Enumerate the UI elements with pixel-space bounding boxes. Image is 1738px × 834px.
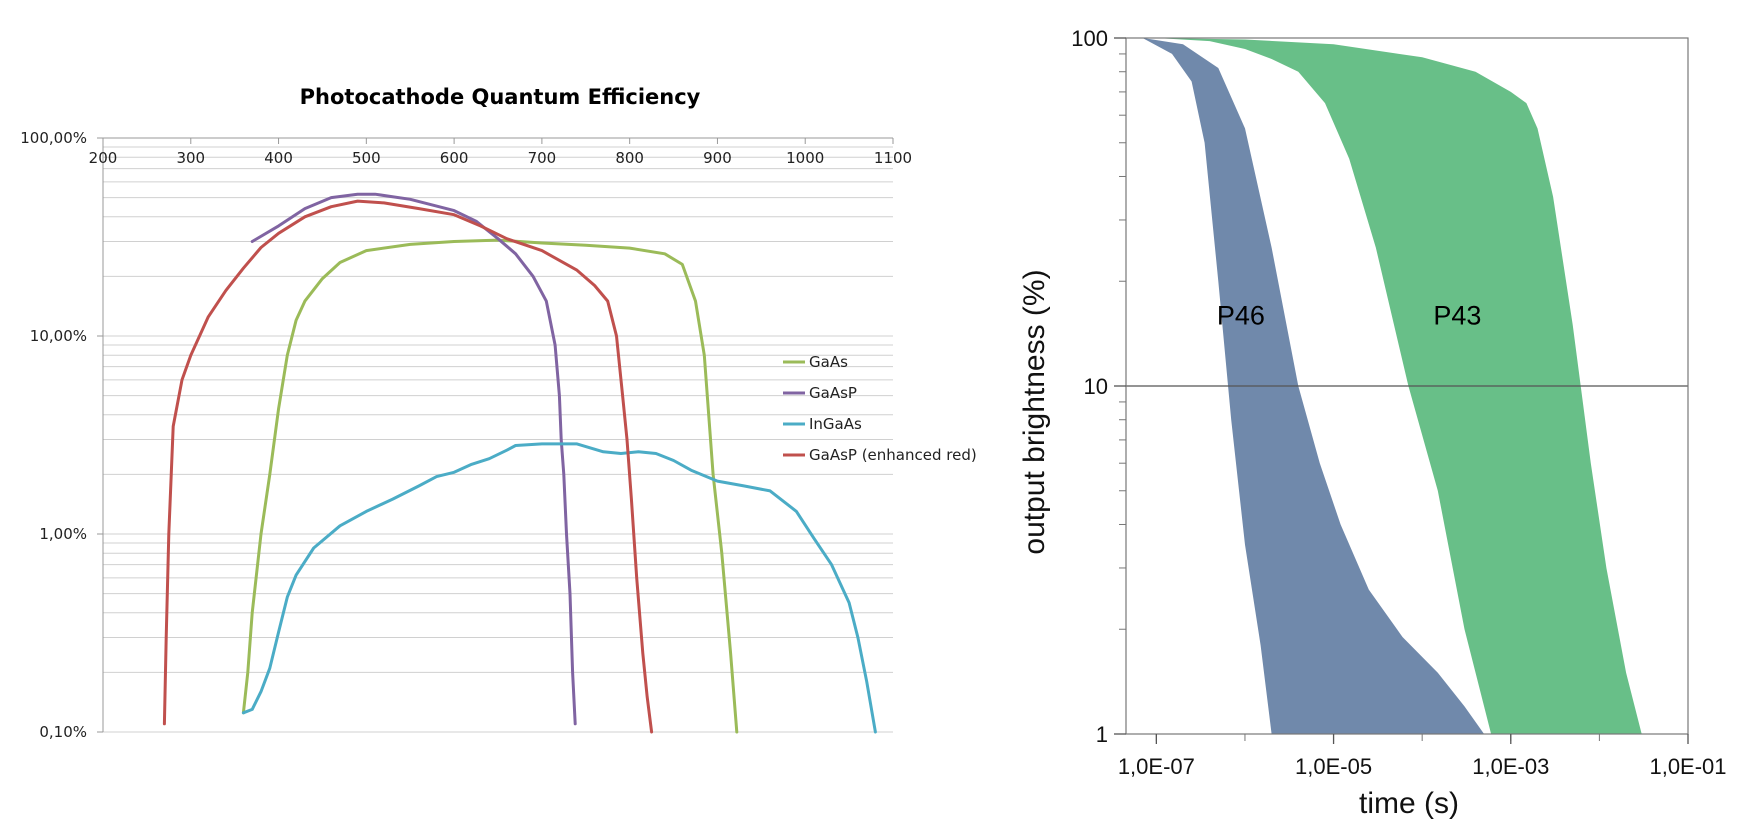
x-tick-label: 700 bbox=[528, 149, 557, 167]
series-line-gaasp-enhanced-red bbox=[162, 199, 654, 734]
x-tick-label: 300 bbox=[176, 149, 205, 167]
x-tick-label: 1100 bbox=[874, 149, 912, 167]
x-tick-label: 900 bbox=[703, 149, 732, 167]
y-axis-label: output brightness (%) bbox=[1018, 269, 1051, 554]
x-tick-label: 500 bbox=[352, 149, 381, 167]
x-tick-label: 200 bbox=[89, 149, 118, 167]
y-tick-label: 100,00% bbox=[20, 129, 87, 147]
x-tick-label: 800 bbox=[615, 149, 644, 167]
band-label-p46: P46 bbox=[1217, 301, 1265, 331]
series-line-ingaas bbox=[241, 442, 877, 734]
y-tick-label: 10,00% bbox=[30, 327, 87, 345]
y-tick-label: 1,00% bbox=[39, 525, 87, 543]
series-line-gaasp bbox=[250, 192, 577, 726]
y-tick-label: 100 bbox=[1071, 26, 1108, 51]
x-tick-label: 400 bbox=[264, 149, 293, 167]
legend-label-gaasp: GaAsP bbox=[809, 384, 857, 402]
qe-axes bbox=[102, 137, 893, 732]
x-tick-label: 1,0E-01 bbox=[1649, 754, 1726, 779]
qe-legend: GaAs GaAsP InGaAs GaAsP (enhanced red) bbox=[783, 353, 977, 464]
band-labels: P46 P43 bbox=[1217, 301, 1482, 331]
x-tick-label: 1000 bbox=[786, 149, 824, 167]
x-tick-label: 1,0E-07 bbox=[1118, 754, 1195, 779]
qe-series-lines bbox=[162, 192, 877, 734]
x-tick-label: 1,0E-03 bbox=[1472, 754, 1549, 779]
qe-chart-title: Photocathode Quantum Efficiency bbox=[300, 85, 701, 109]
band-p46 bbox=[1142, 38, 1485, 734]
x-axis-label: time (s) bbox=[1359, 787, 1459, 820]
legend-label-ingaas: InGaAs bbox=[809, 415, 862, 433]
x-tick-label: 1,0E-05 bbox=[1295, 754, 1372, 779]
series-line-gaas bbox=[241, 238, 739, 734]
qe-x-tick-labels: 200 300 400 500 600 700 800 900 1000 1100 bbox=[89, 138, 912, 167]
y-tick-label: 0,10% bbox=[39, 723, 87, 741]
phosphor-y-tick-labels: 1 10 100 bbox=[1071, 26, 1126, 747]
phosphor-x-tick-labels: 1,0E-07 1,0E-05 1,0E-03 1,0E-01 bbox=[1118, 734, 1727, 779]
qe-gridlines bbox=[103, 137, 893, 733]
band-label-p43: P43 bbox=[1433, 301, 1481, 331]
legend-label-gaas: GaAs bbox=[809, 353, 848, 371]
phosphor-decay-chart: 1,0E-07 1,0E-05 1,0E-03 1,0E-01 1 10 100 time… bbox=[1018, 26, 1727, 820]
phosphor-bands bbox=[1142, 38, 1642, 734]
legend-label-gaasp-enhanced-red: GaAsP (enhanced red) bbox=[809, 446, 977, 464]
x-tick-label: 600 bbox=[440, 149, 469, 167]
qe-chart: Photocathode Quantum Efficiency 200 300 40… bbox=[20, 85, 976, 741]
y-tick-label: 10 bbox=[1084, 374, 1108, 399]
y-tick-label: 1 bbox=[1096, 722, 1108, 747]
band-p43 bbox=[1156, 38, 1642, 734]
qe-y-tick-labels: 0,10% 1,00% 10,00% 100,00% bbox=[20, 129, 103, 741]
